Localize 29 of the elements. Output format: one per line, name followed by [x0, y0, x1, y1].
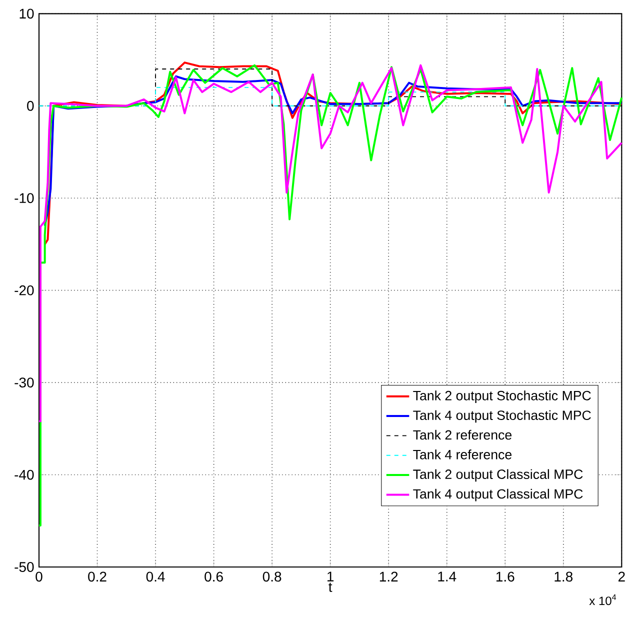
- x-tick-label: 0.2: [88, 572, 106, 582]
- text: x 10$^{4}$: [589, 594, 616, 606]
- y-tick-label: -30: [14, 378, 34, 388]
- y-tick-label: -20: [14, 285, 34, 296]
- x-tick-label: 1.4: [438, 572, 456, 582]
- y-tick-label: -10: [14, 193, 34, 204]
- legend-label: Tank 2 reference: [413, 430, 512, 440]
- legend-label: Tank 4 output Classical MPC: [413, 488, 583, 502]
- x-tick-label: 1.6: [496, 572, 514, 582]
- x-tick-label: 1: [328, 572, 334, 582]
- y-tick-label: 0: [27, 100, 34, 111]
- line-series: [44, 75, 623, 227]
- x-axis-title: t: [328, 582, 332, 592]
- line-series: [38, 64, 623, 526]
- x-tick-label: 0.8: [262, 572, 282, 582]
- x-tick-label: 0.4: [146, 572, 165, 582]
- y-tick-label: -40: [14, 470, 34, 480]
- x-tick-label: 0.6: [204, 572, 223, 582]
- y-tick-label: -50: [14, 562, 34, 572]
- x-tick-label: 1.2: [380, 572, 398, 582]
- legend-label: Tank 2 output Stochastic MPC: [413, 390, 591, 403]
- x-tick-label: 1.8: [554, 572, 573, 582]
- line-series: [38, 64, 623, 422]
- legend-label: Tank 4 reference: [413, 450, 512, 460]
- legend-label: Tank 4 output Stochastic MPC: [413, 410, 591, 423]
- legend-label: Tank 2 output Classical MPC: [413, 469, 583, 482]
- x-tick-label: 0: [36, 572, 42, 582]
- x-tick-label: 2: [618, 572, 625, 582]
- y-tick-label: 10: [20, 8, 34, 19]
